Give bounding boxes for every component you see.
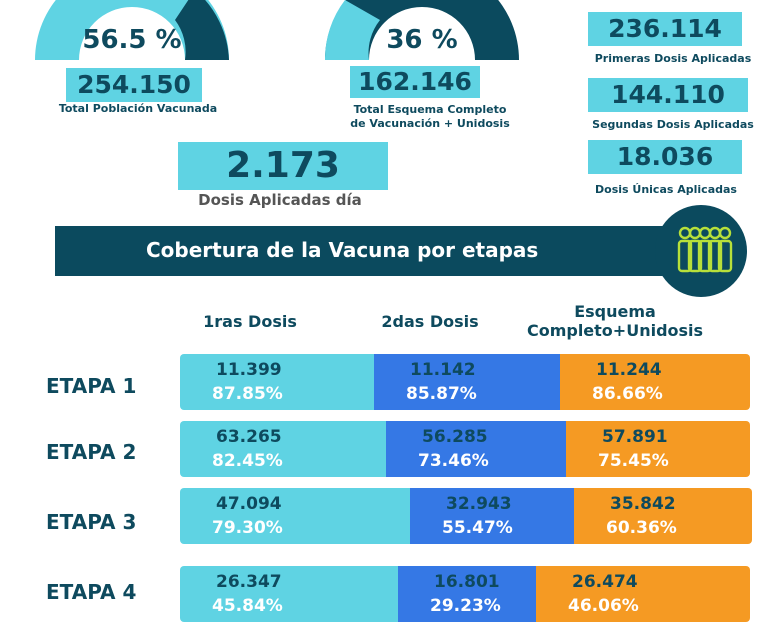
etapa-segment — [180, 566, 398, 622]
etapa-segment — [180, 488, 410, 544]
etapa-dose-percent: 60.36% — [606, 518, 677, 538]
etapa-dose-percent: 82.45% — [212, 451, 283, 471]
primeras-value: 236.114 — [608, 14, 722, 43]
etapa-dose-count: 26.474 — [572, 572, 638, 592]
etapa-dose-count: 47.094 — [216, 494, 282, 514]
etapa-dose-count: 63.265 — [216, 427, 282, 447]
segundas-label: Segundas Dosis Aplicadas — [592, 118, 754, 131]
etapa-dose-percent: 29.23% — [430, 596, 501, 616]
etapa-segment — [536, 566, 750, 622]
etapa-dose-count: 56.285 — [422, 427, 488, 447]
col-header-esquema-2: Completo+Unidosis — [526, 321, 704, 340]
dia-label: Dosis Aplicadas día — [198, 191, 362, 209]
etapa-dose-count: 11.244 — [596, 360, 662, 380]
etapa-dose-percent: 75.45% — [598, 451, 669, 471]
etapa-label: ETAPA 2 — [46, 440, 137, 464]
unicas-box: 18.036 — [588, 140, 742, 174]
etapa-dose-count: 26.347 — [216, 572, 282, 592]
segundas-value: 144.110 — [611, 80, 725, 109]
people-group-icon — [655, 205, 747, 297]
primeras-label: Primeras Dosis Aplicadas — [594, 52, 752, 65]
col-header-esquema-1: Esquema — [574, 302, 656, 321]
esquema-label-2: de Vacunación + Unidosis — [350, 117, 510, 130]
etapa-dose-count: 57.891 — [602, 427, 668, 447]
esquema-box: 162.146 — [350, 66, 480, 98]
gauge-esquema — [325, 0, 519, 60]
etapa-segment — [560, 354, 750, 410]
etapa-dose-percent: 73.46% — [418, 451, 489, 471]
etapa-dose-percent: 86.66% — [592, 384, 663, 404]
total-vacunada-label: Total Población Vacunada — [58, 102, 218, 115]
banner-title: Cobertura de la Vacuna por etapas — [146, 238, 539, 262]
total-vacunada-box: 254.150 — [66, 68, 202, 102]
col-header-2das: 2das Dosis — [381, 312, 479, 331]
etapa-segment — [566, 421, 750, 477]
etapa-dose-count: 11.142 — [410, 360, 476, 380]
esquema-value: 162.146 — [358, 67, 472, 96]
esquema-label-1: Total Esquema Completo — [353, 103, 507, 116]
people-group-svg — [677, 226, 733, 273]
etapa-dose-percent: 55.47% — [442, 518, 513, 538]
etapa-dose-count: 35.842 — [610, 494, 676, 514]
etapa-segment — [374, 354, 560, 410]
etapa-segment — [398, 566, 536, 622]
gauge-2-percent: 36 % — [386, 25, 458, 55]
etapa-segment — [574, 488, 752, 544]
etapa-segment — [410, 488, 574, 544]
gauge-poblacion — [35, 0, 229, 60]
segundas-box: 144.110 — [588, 78, 748, 112]
etapa-dose-percent: 45.84% — [212, 596, 283, 616]
etapa-dose-percent: 79.30% — [212, 518, 283, 538]
etapa-dose-count: 11.399 — [216, 360, 282, 380]
gauge-arc-1 — [35, 0, 229, 60]
etapa-label: ETAPA 1 — [46, 374, 137, 398]
etapa-label: ETAPA 3 — [46, 510, 137, 534]
etapa-dose-percent: 87.85% — [212, 384, 283, 404]
etapa-dose-percent: 85.87% — [406, 384, 477, 404]
gauge-1-percent: 56.5 % — [82, 25, 182, 55]
col-header-1ras: 1ras Dosis — [203, 312, 297, 331]
unicas-value: 18.036 — [616, 142, 714, 171]
total-vacunada-value: 254.150 — [77, 70, 191, 99]
unicas-label: Dosis Únicas Aplicadas — [595, 183, 737, 196]
gauge-arc-2 — [325, 0, 519, 60]
etapa-dose-count: 32.943 — [446, 494, 512, 514]
etapa-dose-count: 16.801 — [434, 572, 500, 592]
etapa-label: ETAPA 4 — [46, 580, 137, 604]
dia-box: 2.173 — [178, 142, 388, 190]
etapa-segment — [180, 421, 386, 477]
etapa-segment — [180, 354, 374, 410]
etapa-segment — [386, 421, 566, 477]
banner — [55, 226, 678, 276]
etapa-dose-percent: 46.06% — [568, 596, 639, 616]
primeras-box: 236.114 — [588, 12, 742, 46]
dia-value: 2.173 — [226, 145, 340, 186]
